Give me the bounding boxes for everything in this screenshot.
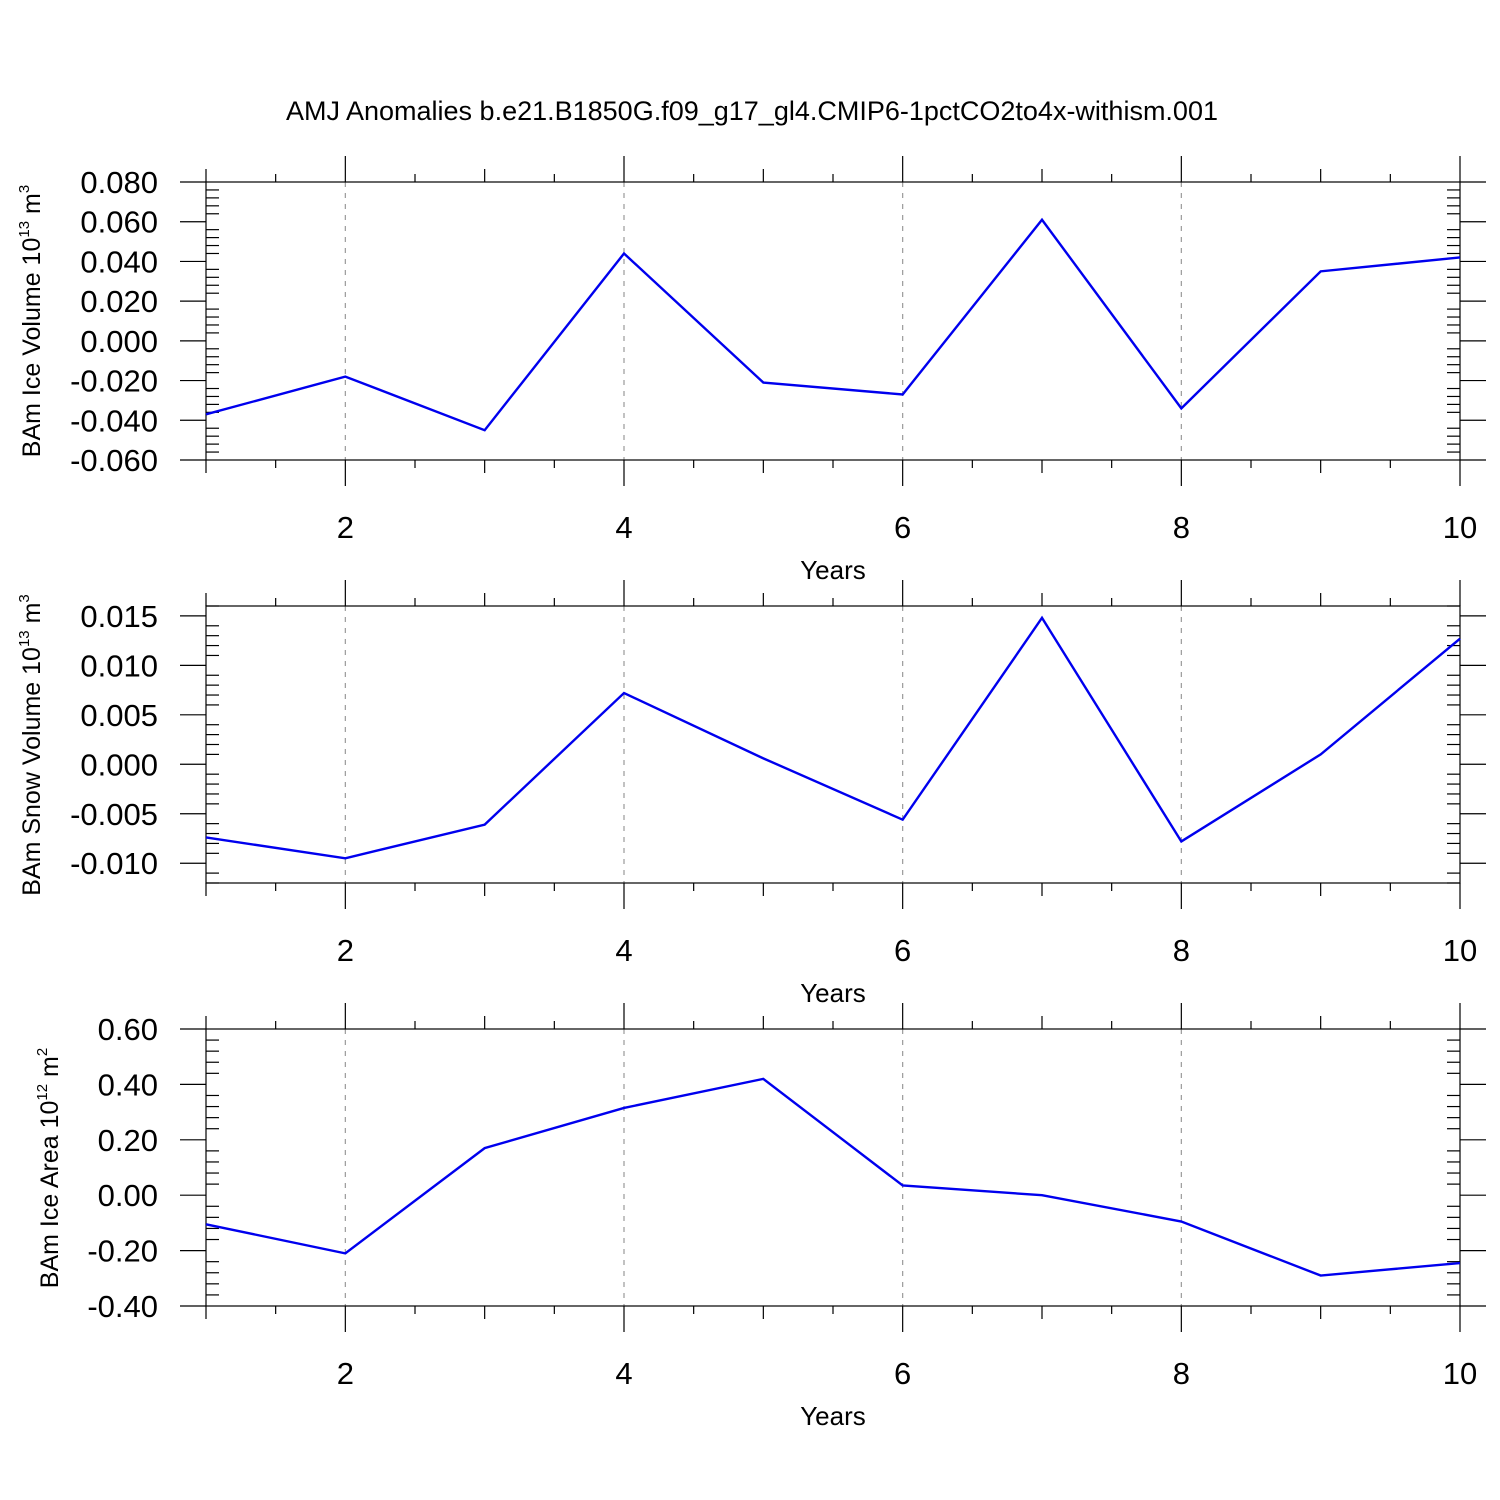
x-tick-label: 4 xyxy=(615,933,632,968)
x-tick-label: 10 xyxy=(1443,1356,1477,1391)
x-tick-label: 2 xyxy=(337,510,354,545)
y-axis-label-exponent: 13 xyxy=(16,221,33,238)
y-axis-label-unit-exponent: 3 xyxy=(16,185,33,193)
x-tick-label: 2 xyxy=(337,1356,354,1391)
x-tick-label: 4 xyxy=(615,1356,632,1391)
x-axis-label: Years xyxy=(800,978,866,1008)
x-tick-label: 10 xyxy=(1443,933,1477,968)
y-tick-label: 0.005 xyxy=(80,698,158,733)
y-tick-label: 0.020 xyxy=(80,284,158,319)
y-tick-label: -0.060 xyxy=(70,443,158,478)
y-axis-label-text: BAm Ice Volume 10 xyxy=(18,238,46,458)
series-line xyxy=(205,1077,1461,1277)
x-tick-label: 6 xyxy=(894,510,911,545)
y-axis-label-exponent: 12 xyxy=(34,1084,51,1101)
x-axis-label: Years xyxy=(800,1401,866,1431)
y-tick-label: 0.015 xyxy=(80,599,158,634)
x-axis-label: Years xyxy=(800,555,866,585)
x-tick-label: 6 xyxy=(894,933,911,968)
x-tick-label: 6 xyxy=(894,1356,911,1391)
y-tick-label: 0.20 xyxy=(98,1123,158,1158)
panel-2: -0.010 -0.005 0.000 0.005 0.010 0.015 2 4 6 8 10 Ye… xyxy=(16,580,1486,1008)
x-tick-label: 2 xyxy=(337,933,354,968)
series-line xyxy=(205,615,1461,860)
y-axis-label: BAm Snow Volume 1013 m3 xyxy=(16,594,46,896)
y-tick-label: 0.080 xyxy=(80,165,158,200)
y-axis-label-unit: m xyxy=(18,603,46,631)
x-tick-label: 10 xyxy=(1443,510,1477,545)
y-axis-label: BAm Ice Area 1012 m2 xyxy=(34,1048,64,1288)
y-tick-label: -0.010 xyxy=(70,846,158,881)
x-tick-label: 8 xyxy=(1173,1356,1190,1391)
y-axis-label-unit: m xyxy=(36,1056,64,1084)
panel-3: -0.40 -0.20 0.00 0.20 0.40 0.60 2 4 6 8 10 Years BAm… xyxy=(34,1003,1486,1431)
chart-title: AMJ Anomalies b.e21.B1850G.f09_g17_gl4.C… xyxy=(286,96,1218,126)
y-tick-label: 0.40 xyxy=(98,1067,158,1102)
x-tick-label: 8 xyxy=(1173,933,1190,968)
plot-frame xyxy=(205,1028,1461,1307)
y-axis-label-unit: m xyxy=(18,193,46,221)
panels: -0.060 -0.040 -0.020 0.000 0.020 0.040 0.060 0.… xyxy=(16,156,1486,1431)
y-tick-label: -0.020 xyxy=(70,364,158,399)
y-tick-label: 0.60 xyxy=(98,1012,158,1047)
y-tick-label: 0.010 xyxy=(80,648,158,683)
y-tick-label: 0.00 xyxy=(98,1178,158,1213)
panel-1: -0.060 -0.040 -0.020 0.000 0.020 0.040 0.060 0.… xyxy=(16,156,1486,585)
y-axis-label-text: BAm Snow Volume 10 xyxy=(18,647,46,896)
y-axis-label-unit-exponent: 2 xyxy=(34,1048,51,1056)
y-tick-label: 0.060 xyxy=(80,205,158,240)
y-tick-label: -0.005 xyxy=(70,797,158,832)
y-tick-label: 0.000 xyxy=(80,324,158,359)
y-axis-label-text: BAm Ice Area 10 xyxy=(36,1101,64,1289)
plot-frame xyxy=(205,605,1461,884)
y-tick-label: 0.040 xyxy=(80,244,158,279)
y-axis-label: BAm Ice Volume 1013 m3 xyxy=(16,185,46,457)
y-tick-label: 0.000 xyxy=(80,747,158,782)
y-tick-label: -0.040 xyxy=(70,403,158,438)
y-tick-label: -0.40 xyxy=(87,1289,158,1324)
plot-frame xyxy=(205,181,1461,461)
series-line xyxy=(205,217,1461,432)
y-tick-label: -0.20 xyxy=(87,1234,158,1269)
x-tick-label: 4 xyxy=(615,510,632,545)
y-axis-label-unit-exponent: 3 xyxy=(16,594,33,602)
x-tick-label: 8 xyxy=(1173,510,1190,545)
y-axis-label-exponent: 13 xyxy=(16,630,33,647)
